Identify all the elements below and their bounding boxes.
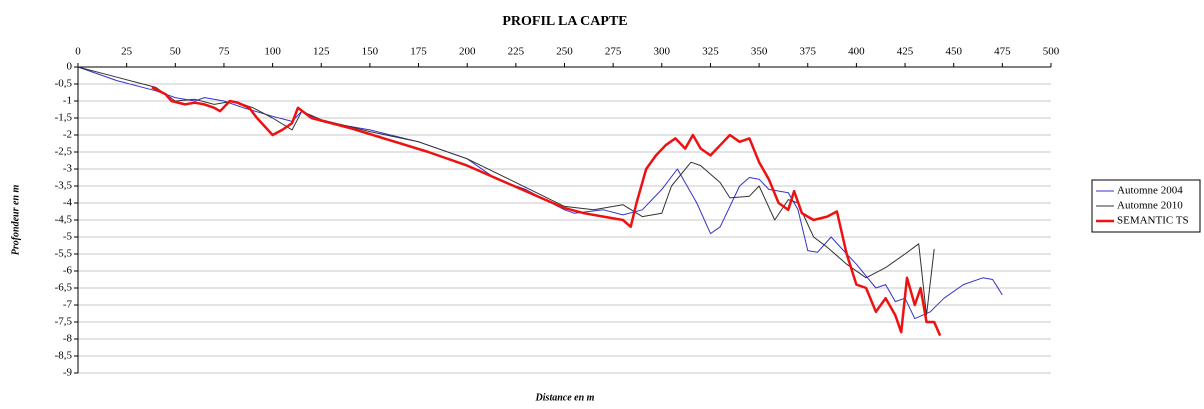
y-tick-label: -2 [63,129,72,141]
x-tick-label: 250 [556,46,573,58]
x-tick-label: 150 [362,46,379,58]
y-tick-label: -7,5 [55,316,73,328]
x-tick-label: 100 [264,46,281,58]
x-tick-label: 425 [897,46,914,58]
x-tick-label: 175 [410,46,427,58]
y-tick-label: -0,5 [55,78,73,90]
x-tick-label: 225 [508,46,525,58]
y-tick-label: -7 [63,299,73,311]
x-tick-label: 200 [459,46,476,58]
x-tick-label: 50 [170,46,182,58]
y-tick-label: -9 [63,367,73,379]
y-tick-label: -5 [63,231,73,243]
legend-label: Automne 2010 [1117,200,1183,212]
x-tick-label: 300 [654,46,671,58]
x-tick-label: 500 [1043,46,1060,58]
y-tick-label: 0 [67,61,73,73]
x-tick-label: 325 [702,46,719,58]
y-tick-label: -1,5 [55,112,73,124]
y-tick-label: -4 [63,197,73,209]
y-tick-label: -3 [63,163,73,175]
x-tick-label: 375 [800,46,817,58]
x-tick-label: 450 [945,46,962,58]
x-tick-label: 350 [751,46,768,58]
y-tick-label: -6 [63,265,73,277]
y-tick-label: -8,5 [55,350,73,362]
x-tick-label: 0 [75,46,81,58]
x-tick-label: 400 [848,46,865,58]
y-tick-label: -4,5 [55,214,73,226]
y-tick-label: -6,5 [55,282,73,294]
legend-label: Automne 2004 [1117,185,1183,197]
y-tick-label: -5,5 [55,248,73,260]
x-tick-label: 75 [218,46,230,58]
y-tick-label: -1 [63,95,72,107]
x-tick-label: 125 [313,46,330,58]
series-line [151,86,942,337]
y-tick-label: -3,5 [55,180,73,192]
x-axis-label: Distance en m [535,392,595,403]
y-tick-label: -2,5 [55,146,73,158]
y-axis-label: Profondeur en m [10,184,21,255]
chart-title: PROFIL LA CAPTE [502,14,627,29]
legend-label: SEMANTIC TS [1117,215,1189,227]
series-line [77,66,1003,320]
x-tick-label: 275 [605,46,622,58]
x-tick-label: 475 [994,46,1011,58]
y-tick-label: -8 [63,333,73,345]
x-tick-label: 25 [121,46,133,58]
